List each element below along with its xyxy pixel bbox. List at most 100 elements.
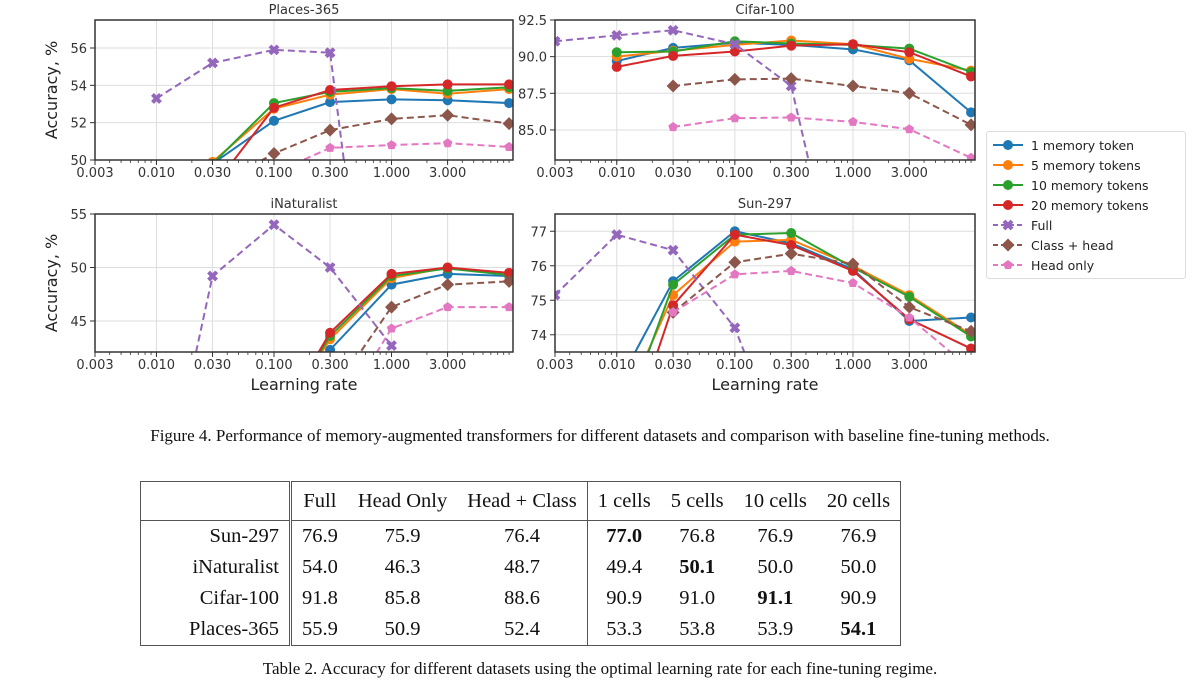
data-point bbox=[442, 79, 453, 90]
table-cell: 91.1 bbox=[734, 583, 817, 614]
data-point bbox=[729, 236, 740, 247]
table-cell: 76.9 bbox=[291, 521, 348, 553]
data-point bbox=[206, 182, 219, 195]
best-value: 77.0 bbox=[606, 525, 643, 547]
x-tick-label: 3.000 bbox=[429, 358, 466, 373]
legend-marker bbox=[1003, 180, 1013, 190]
legend-label: 20 memory tokens bbox=[1031, 197, 1149, 213]
data-point bbox=[728, 72, 742, 86]
data-point bbox=[730, 113, 740, 123]
series-head-only bbox=[300, 138, 513, 160]
legend-marker bbox=[1003, 160, 1013, 170]
value: 53.9 bbox=[757, 618, 794, 640]
data-point bbox=[902, 86, 916, 100]
data-point bbox=[441, 108, 455, 122]
value: 53.3 bbox=[606, 618, 643, 640]
data-point bbox=[728, 255, 742, 269]
x-tick-label: 0.010 bbox=[598, 358, 635, 373]
table-cell: 76.8 bbox=[661, 521, 734, 553]
x-tick-label: 0.030 bbox=[194, 166, 231, 181]
series-head-only bbox=[375, 302, 513, 352]
data-point bbox=[966, 152, 975, 160]
data-point bbox=[504, 302, 513, 312]
legend-label: Head only bbox=[1031, 257, 1095, 273]
series-full bbox=[195, 219, 397, 352]
data-point bbox=[847, 39, 858, 50]
y-tick-label: 50 bbox=[70, 154, 87, 169]
x-tick-label: 0.003 bbox=[536, 358, 573, 373]
data-point bbox=[784, 72, 798, 86]
data-point bbox=[729, 38, 741, 50]
data-point bbox=[904, 291, 915, 302]
data-point bbox=[441, 278, 455, 292]
column-header bbox=[140, 481, 292, 521]
legend-marker bbox=[1003, 200, 1013, 210]
data-point bbox=[555, 289, 561, 301]
data-point bbox=[966, 343, 975, 352]
data-point bbox=[611, 29, 623, 41]
data-point bbox=[325, 344, 336, 352]
legend-swatch-icon bbox=[993, 140, 1023, 150]
row-label: Sun-297 bbox=[140, 520, 292, 552]
chart-panel-inaturalist: 0.003 0.010 0.030 0.100 0.300 1.000 3.000 45 50 5… bbox=[42, 197, 514, 394]
y-axis-label: Accuracy, % bbox=[42, 41, 61, 139]
series-group bbox=[195, 219, 513, 352]
best-value: 50.1 bbox=[679, 556, 716, 578]
legend-swatch-icon bbox=[993, 160, 1023, 170]
data-point bbox=[904, 124, 915, 134]
value: 53.8 bbox=[679, 618, 716, 640]
legend-item-full: Full bbox=[991, 215, 1185, 235]
column-header: 5 cells bbox=[660, 481, 734, 521]
legend-item-head-only: Head only bbox=[991, 255, 1185, 275]
data-point bbox=[611, 61, 622, 72]
series-line bbox=[359, 280, 510, 352]
x-tick-label: 0.100 bbox=[255, 166, 292, 181]
x-tick-label: 0.300 bbox=[311, 358, 348, 373]
value: 76.8 bbox=[679, 525, 716, 547]
data-point bbox=[325, 85, 336, 95]
x-tick-label: 3.000 bbox=[429, 166, 466, 181]
series-group bbox=[151, 44, 513, 195]
table-header-row: Full Head Only Head + Class 1 cells 5 cells 1… bbox=[140, 481, 902, 521]
series-class-head bbox=[666, 72, 975, 132]
data-point bbox=[386, 140, 397, 150]
column-header: 1 cells bbox=[587, 481, 661, 521]
data-point bbox=[386, 323, 397, 333]
legend-item-5-memory-tokens: 5 memory tokens bbox=[991, 155, 1185, 175]
table-cell: 48.7 bbox=[457, 552, 588, 583]
data-point bbox=[324, 262, 336, 273]
x-tick-label: 0.030 bbox=[654, 166, 691, 181]
data-point bbox=[847, 265, 858, 276]
data-point bbox=[966, 71, 975, 82]
x-tick-label: 0.030 bbox=[654, 358, 691, 373]
data-point bbox=[848, 278, 858, 287]
data-point bbox=[786, 112, 796, 122]
x-axis-label: Learning rate bbox=[711, 375, 818, 394]
series-head-only bbox=[668, 265, 953, 352]
data-point bbox=[730, 269, 740, 279]
data-point bbox=[668, 279, 679, 290]
legend-marker bbox=[1001, 238, 1015, 252]
legend-swatch-icon bbox=[993, 219, 1023, 231]
series-line bbox=[672, 77, 972, 126]
table-cell: 54.0 bbox=[291, 552, 348, 583]
x-tick-label: 3.000 bbox=[891, 166, 928, 181]
table-cell: 55.9 bbox=[291, 614, 348, 646]
figure-caption: Figure 4. Performance of memory-augmente… bbox=[150, 426, 1050, 445]
legend-item-20-memory-tokens: 20 memory tokens bbox=[991, 195, 1185, 215]
table-cell: 75.9 bbox=[348, 521, 457, 553]
x-tick-label: 0.030 bbox=[194, 358, 231, 373]
data-point bbox=[786, 265, 796, 275]
data-point bbox=[386, 81, 397, 92]
data-point bbox=[784, 247, 798, 261]
data-point bbox=[611, 47, 622, 58]
y-tick-label: 87.5 bbox=[518, 87, 547, 102]
data-point bbox=[504, 79, 513, 90]
x-tick-label: 0.010 bbox=[138, 166, 175, 181]
table-cell: 50.9 bbox=[348, 614, 457, 646]
value: 76.9 bbox=[757, 525, 794, 547]
series-20-memory-tokens bbox=[317, 262, 513, 352]
value: 76.4 bbox=[504, 525, 540, 547]
table-row: Sun-297 76.9 75.9 76.4 77.0 76.8 76.9 76.9 bbox=[140, 520, 902, 553]
table-cell: 53.8 bbox=[661, 614, 734, 646]
